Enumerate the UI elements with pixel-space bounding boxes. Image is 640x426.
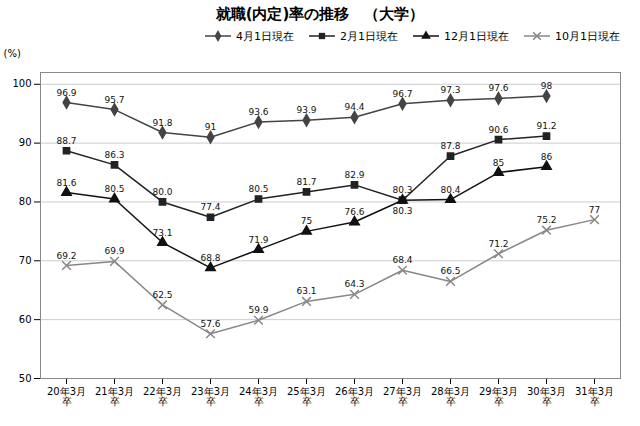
- svg-text:93.9: 93.9: [296, 105, 316, 115]
- svg-text:27年3月卒: 27年3月卒: [383, 386, 422, 407]
- svg-text:57.6: 57.6: [200, 319, 220, 329]
- svg-text:91: 91: [205, 122, 216, 132]
- svg-text:69.2: 69.2: [56, 251, 76, 261]
- svg-text:69.9: 69.9: [104, 246, 124, 256]
- svg-text:30年3月卒: 30年3月卒: [527, 386, 566, 407]
- svg-text:26年3月卒: 26年3月卒: [335, 386, 374, 407]
- svg-text:20年3月卒: 20年3月卒: [47, 386, 86, 407]
- svg-text:82.9: 82.9: [344, 170, 364, 180]
- svg-text:97.6: 97.6: [488, 83, 508, 93]
- svg-text:91.2: 91.2: [536, 121, 556, 131]
- svg-text:77: 77: [589, 205, 600, 215]
- html-text:2月1日現在: 2月1日現在: [340, 29, 398, 43]
- svg-text:21年3月卒: 21年3月卒: [95, 386, 134, 407]
- html-text:就職(内定)率の推移 （大学）: 就職(内定)率の推移 （大学）: [215, 5, 425, 23]
- svg-text:71.9: 71.9: [248, 235, 268, 245]
- svg-text:97.3: 97.3: [440, 85, 460, 95]
- svg-text:87.8: 87.8: [440, 141, 460, 151]
- svg-text:96.7: 96.7: [392, 89, 412, 99]
- svg-text:86: 86: [541, 152, 553, 162]
- svg-text:86.3: 86.3: [104, 150, 124, 160]
- svg-text:63.1: 63.1: [296, 286, 316, 296]
- svg-text:94.4: 94.4: [344, 102, 364, 112]
- svg-text:22年3月卒: 22年3月卒: [143, 386, 182, 407]
- svg-text:(%): (%): [4, 48, 21, 59]
- svg-text:59.9: 59.9: [248, 305, 268, 315]
- svg-text:81.6: 81.6: [56, 178, 76, 188]
- svg-text:80.5: 80.5: [248, 184, 268, 194]
- svg-text:70: 70: [19, 255, 32, 266]
- svg-text:95.7: 95.7: [104, 95, 124, 105]
- svg-text:100: 100: [12, 78, 31, 89]
- svg-text:75.2: 75.2: [536, 215, 556, 225]
- svg-text:80.0: 80.0: [152, 187, 172, 197]
- svg-text:80.5: 80.5: [104, 184, 124, 194]
- svg-text:25年3月卒: 25年3月卒: [287, 386, 326, 407]
- svg-text:80.4: 80.4: [440, 185, 460, 195]
- svg-text:88.7: 88.7: [56, 136, 76, 146]
- svg-text:28年3月卒: 28年3月卒: [431, 386, 470, 407]
- svg-text:96.9: 96.9: [56, 88, 76, 98]
- svg-text:50: 50: [19, 373, 32, 384]
- svg-text:71.2: 71.2: [488, 239, 508, 249]
- svg-text:81.7: 81.7: [296, 177, 316, 187]
- svg-text:68.8: 68.8: [200, 253, 220, 263]
- svg-text:76.6: 76.6: [344, 207, 364, 217]
- svg-text:85: 85: [493, 158, 504, 168]
- html-text:12月1日現在: 12月1日現在: [444, 29, 509, 43]
- svg-text:80: 80: [19, 196, 32, 207]
- svg-text:80.3: 80.3: [392, 206, 412, 216]
- svg-text:60: 60: [19, 314, 32, 325]
- svg-text:93.6: 93.6: [248, 107, 268, 117]
- svg-text:75: 75: [301, 216, 312, 226]
- svg-text:90.6: 90.6: [488, 125, 508, 135]
- svg-text:91.8: 91.8: [152, 118, 172, 128]
- svg-text:29年3月卒: 29年3月卒: [479, 386, 518, 407]
- svg-text:23年3月卒: 23年3月卒: [191, 386, 230, 407]
- svg-text:98: 98: [541, 81, 553, 91]
- html-text:10月1日現在: 10月1日現在: [555, 29, 620, 43]
- svg-text:77.4: 77.4: [200, 202, 220, 212]
- svg-text:90: 90: [19, 137, 32, 148]
- svg-text:73.1: 73.1: [152, 228, 172, 238]
- svg-text:24年3月卒: 24年3月卒: [239, 386, 278, 407]
- svg-text:68.4: 68.4: [392, 255, 412, 265]
- svg-text:62.5: 62.5: [152, 290, 172, 300]
- svg-text:66.5: 66.5: [440, 266, 460, 276]
- svg-text:31年3月卒: 31年3月卒: [575, 386, 614, 407]
- svg-text:80.3: 80.3: [392, 185, 413, 196]
- html-text:4月1日現在: 4月1日現在: [236, 29, 294, 43]
- svg-text:64.3: 64.3: [344, 279, 364, 289]
